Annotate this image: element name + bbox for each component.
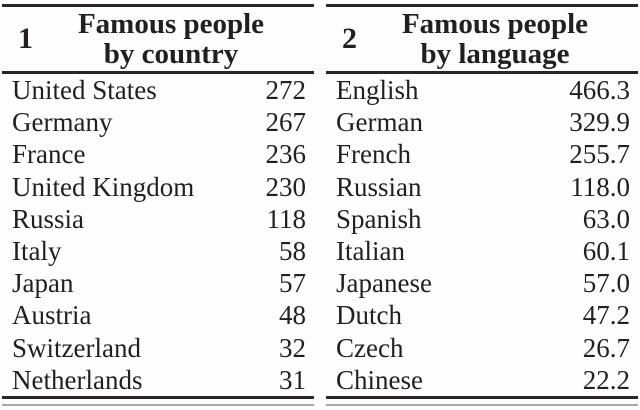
table-row: Japanese 57.0 [326, 267, 638, 299]
row-label: Chinese [336, 364, 423, 395]
table-title-line2: by language [420, 38, 570, 70]
table-row: Chinese 22.2 [326, 364, 638, 396]
row-value: 267 [265, 107, 307, 138]
row-value: 57.0 [582, 268, 630, 299]
table-row: United States 272 [2, 74, 314, 106]
row-label: France [12, 139, 86, 170]
table-row: Switzerland 32 [2, 332, 314, 364]
row-label: French [336, 139, 411, 170]
row-label: Russian [336, 171, 422, 202]
row-label: Netherlands [12, 364, 143, 395]
table-title-line1: Famous people [401, 8, 589, 40]
row-label: United States [12, 75, 157, 105]
row-label: Austria [12, 300, 92, 331]
row-value: 63.0 [582, 203, 630, 234]
table-row: France 236 [2, 138, 314, 170]
row-value: 272 [265, 75, 307, 105]
table-header: 1 Famous people by country [2, 4, 314, 74]
table-body: English 466.3 German 329.9 French 255.7 Russia… [326, 74, 638, 399]
row-label: English [336, 75, 419, 105]
row-label: Russia [12, 203, 85, 234]
row-value: 48 [279, 300, 306, 331]
row-label: German [336, 107, 423, 138]
table-row: Czech 26.7 [326, 332, 638, 364]
table-row: Russian 118.0 [326, 171, 638, 203]
table-number: 1 [18, 22, 33, 55]
row-value: 31 [279, 364, 306, 395]
row-label: United Kingdom [12, 171, 195, 202]
row-label: Czech [336, 332, 404, 363]
row-label: Dutch [336, 300, 402, 331]
table-row: German 329.9 [326, 106, 638, 138]
table-row: Germany 267 [2, 106, 314, 138]
bottom-edge-rule [2, 403, 314, 406]
table-row: Italian 60.1 [326, 235, 638, 267]
row-value: 230 [265, 171, 307, 202]
row-value: 118.0 [570, 171, 630, 202]
table-row: Japan 57 [2, 267, 314, 299]
row-label: Germany [12, 107, 113, 138]
row-value: 255.7 [569, 139, 630, 170]
row-label: Italian [336, 235, 405, 266]
table-row: Dutch 47.2 [326, 299, 638, 331]
row-label: Switzerland [12, 332, 141, 363]
table-row: Austria 48 [2, 299, 314, 331]
table-header: 2 Famous people by language [326, 4, 638, 74]
table-row: United Kingdom 230 [2, 171, 314, 203]
row-value: 32 [279, 332, 306, 363]
famous-by-country-table: 1 Famous people by country United States… [2, 4, 314, 406]
row-value: 57 [279, 268, 306, 299]
row-label: Japan [12, 268, 74, 299]
table-row: Italy 58 [2, 235, 314, 267]
table-row: French 255.7 [326, 138, 638, 170]
row-value: 329.9 [569, 107, 630, 138]
table-body: United States 272 Germany 267 France 236 Unite… [2, 74, 314, 399]
row-value: 26.7 [582, 332, 630, 363]
row-label: Spanish [336, 203, 422, 234]
table-title-line2: by country [103, 38, 239, 70]
row-value: 466.3 [569, 75, 630, 105]
table-row: English 466.3 [326, 74, 638, 106]
table-title-line1: Famous people [77, 8, 265, 40]
row-value: 118 [266, 203, 307, 234]
famous-by-language-table: 2 Famous people by language English 466.3… [326, 4, 638, 406]
row-value: 236 [265, 139, 307, 170]
row-value: 47.2 [582, 300, 630, 331]
table-row: Netherlands 31 [2, 364, 314, 396]
table-row: Spanish 63.0 [326, 203, 638, 235]
bottom-edge-rule [326, 403, 638, 406]
row-value: 58 [279, 235, 306, 266]
row-value: 60.1 [582, 235, 630, 266]
table-row: Russia 118 [2, 203, 314, 235]
row-label: Italy [12, 235, 62, 266]
table-number: 2 [342, 22, 357, 55]
row-value: 22.2 [582, 364, 630, 395]
row-label: Japanese [336, 268, 432, 299]
